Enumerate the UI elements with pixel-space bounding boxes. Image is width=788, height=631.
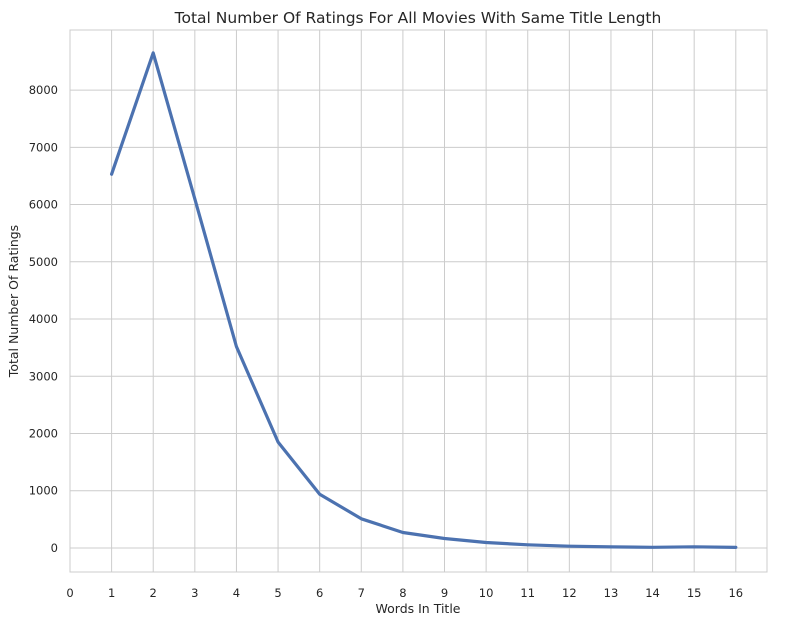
y-tick-label: 4000 [29,312,58,326]
x-tick-label: 14 [645,586,660,600]
tick-layer: 0 1 2 3 4 5 6 7 8 9 10 11 12 13 14 15 160100020003000400… [29,83,743,600]
y-axis-label: Total Number Of Ratings [6,225,21,378]
y-tick-label: 7000 [29,140,58,154]
y-tick-label: 5000 [29,255,58,269]
x-tick-label: 5 [274,586,281,600]
y-tick-label: 2000 [29,426,58,440]
x-tick-label: 11 [520,586,535,600]
x-tick-label: 12 [562,586,577,600]
x-axis-label: Words In Title [376,601,461,616]
x-tick-label: 1 [108,586,115,600]
x-tick-label: 4 [233,586,240,600]
x-tick-label: 16 [728,586,743,600]
x-tick-label: 10 [479,586,494,600]
x-tick-label: 3 [191,586,198,600]
x-tick-label: 13 [604,586,619,600]
y-tick-label: 0 [51,541,58,555]
x-tick-label: 6 [316,586,323,600]
grid-layer [69,30,767,572]
x-tick-label: 0 [66,586,73,600]
plot-frame [69,29,768,573]
x-tick-label: 8 [399,586,406,600]
y-tick-label: 1000 [29,484,58,498]
y-tick-label: 6000 [29,198,58,212]
x-tick-label: 9 [441,586,448,600]
chart-title: Total Number Of Ratings For All Movies W… [174,9,662,27]
y-tick-label: 3000 [29,369,58,383]
x-tick-label: 7 [358,586,365,600]
x-tick-label: 15 [687,586,702,600]
y-tick-label: 8000 [29,83,58,97]
series-layer [109,51,738,550]
x-tick-label: 2 [150,586,157,600]
series-line [109,51,738,550]
